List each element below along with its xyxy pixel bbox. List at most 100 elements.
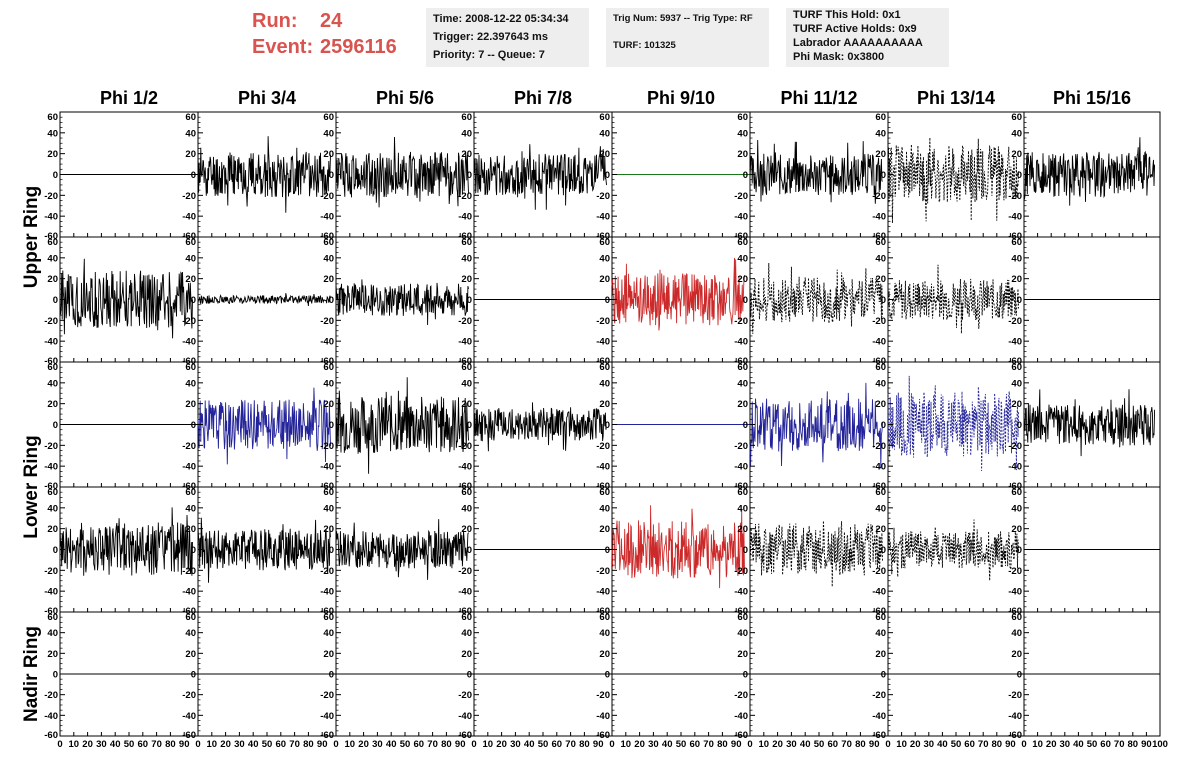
y-tick-label: 20 [185,274,196,285]
column-title: Phi 5/6 [376,88,434,108]
x-tick-label: 0 [333,739,338,750]
x-tick-label: 10 [345,739,356,750]
y-tick-label: 40 [737,628,748,639]
x-tick-label: 10 [621,739,632,750]
y-tick-label: -20 [596,316,610,327]
y-tick-label: -40 [596,337,610,348]
trig-info-box: Trig Num: 5937 -- Trig Type: RF TURF: 10… [606,8,769,67]
row-title: Lower Ring [21,435,42,538]
row-title: Upper Ring [21,186,42,288]
y-tick-label: 0 [191,670,196,681]
y-tick-label: -60 [458,730,472,741]
y-tick-label: 60 [323,362,334,373]
y-tick-label: 40 [875,628,886,639]
y-tick-label: 20 [1011,274,1022,285]
y-tick-label: -40 [1008,212,1022,223]
y-tick-label: 20 [737,524,748,535]
y-tick-label: 60 [599,362,610,373]
x-tick-label: 50 [124,739,135,750]
x-tick-label: 10 [483,739,494,750]
x-tick-label: 80 [855,739,866,750]
y-tick-label: 20 [875,399,886,410]
y-tick-label: 40 [1011,378,1022,389]
y-tick-label: 0 [1017,170,1022,181]
y-tick-label: 40 [461,128,472,139]
y-tick-label: -20 [182,191,196,202]
x-tick-label: 90 [1005,739,1016,750]
turf-info-box: TURF This Hold: 0x1 TURF Active Holds: 0… [786,8,949,67]
x-tick-label: 0 [57,739,62,750]
y-tick-label: -40 [734,212,748,223]
y-tick-label: 0 [191,545,196,556]
waveform-trace [749,382,883,469]
y-tick-label: -40 [596,711,610,722]
x-tick-label: 70 [841,739,852,750]
y-tick-label: -20 [872,690,886,701]
y-tick-label: -20 [458,566,472,577]
y-tick-label: -60 [44,231,58,242]
x-tick-label: 90 [1141,739,1152,750]
x-tick-label: 0 [471,739,476,750]
y-tick-label: 60 [875,362,886,373]
y-tick-label: 20 [599,399,610,410]
x-tick-label: 30 [648,739,659,750]
y-tick-label: 60 [323,487,334,498]
y-tick-label: -40 [182,337,196,348]
y-tick-label: 60 [185,237,196,248]
x-tick-label: 80 [717,739,728,750]
y-tick-label: -60 [44,730,58,741]
y-tick-label: -20 [458,191,472,202]
x-tick-label: 70 [1114,739,1125,750]
y-tick-label: 60 [1011,487,1022,498]
x-tick-label: 60 [690,739,701,750]
priority-line: Priority: 7 -- Queue: 7 [433,49,545,61]
turf-line: TURF: 101325 [613,40,676,51]
x-tick-label: 70 [289,739,300,750]
y-tick-label: 60 [47,112,58,123]
y-tick-label: -40 [44,212,58,223]
y-tick-label: 20 [599,274,610,285]
x-tick-label: 60 [1100,739,1111,750]
y-tick-label: 40 [599,253,610,264]
y-tick-label: 20 [323,274,334,285]
y-tick-label: 40 [599,128,610,139]
y-tick-label: 0 [467,545,472,556]
y-tick-label: -20 [458,316,472,327]
column-title: Phi 11/12 [780,88,857,108]
x-tick-label: 20 [358,739,369,750]
y-tick-label: 60 [1011,612,1022,623]
y-tick-label: -40 [1008,462,1022,473]
waveform-trace [749,139,883,204]
waveform-trace [335,279,469,326]
x-tick-label: 50 [676,739,687,750]
y-tick-label: 0 [53,170,58,181]
x-tick-label: 80 [1128,739,1139,750]
y-tick-label: -20 [320,566,334,577]
y-tick-label: 40 [47,253,58,264]
y-tick-label: 0 [467,295,472,306]
y-tick-label: 20 [1011,149,1022,160]
y-tick-label: -20 [320,316,334,327]
y-tick-label: -20 [1008,316,1022,327]
x-tick-label: 30 [1060,739,1071,750]
x-tick-label: 90 [455,739,466,750]
y-tick-label: 0 [329,670,334,681]
y-tick-label: 40 [737,503,748,514]
waveform-trace [197,293,331,307]
waveform-trace [197,517,331,583]
y-tick-label: -20 [734,566,748,577]
y-tick-label: 60 [47,487,58,498]
y-tick-label: 60 [323,237,334,248]
x-tick-label: 40 [800,739,811,750]
panel-frame [749,486,889,613]
x-tick-label: 90 [731,739,742,750]
time-line: Time: 2008-12-22 05:34:34 [433,13,569,25]
x-tick-label: 90 [593,739,604,750]
